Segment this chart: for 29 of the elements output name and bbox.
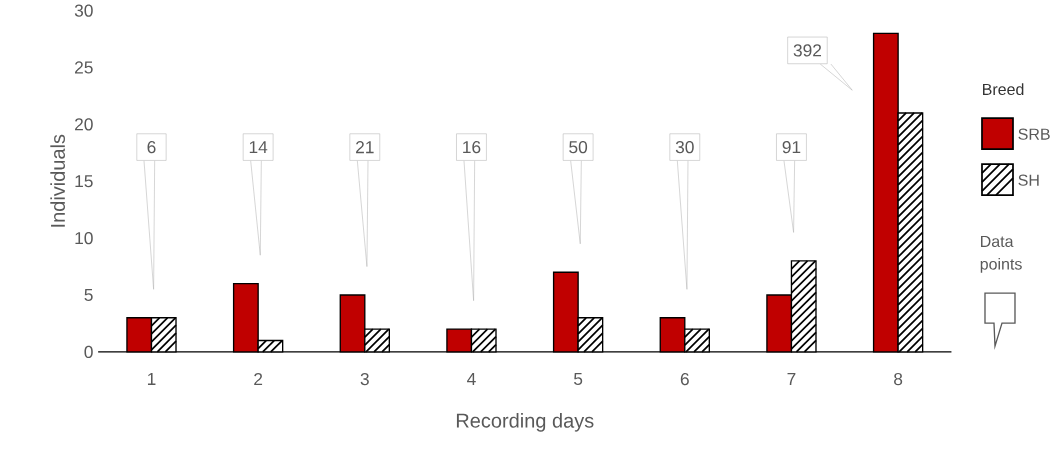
annotation: 30 (675, 140, 694, 154)
x-axis-title: Recording days (456, 412, 594, 432)
x-tick-label: 4 (467, 372, 476, 385)
x-tick-label: 5 (574, 372, 583, 385)
annotation: 16 (463, 140, 481, 154)
y-tick-label: 5 (84, 288, 93, 301)
x-tick-label: 6 (680, 372, 689, 386)
y-axis-title: Individuals (50, 134, 65, 227)
x-tick-label: 2 (254, 372, 263, 385)
x-tick-label: 8 (894, 372, 903, 386)
legend-label: SH (1018, 174, 1039, 186)
x-tick-label: 7 (787, 372, 796, 385)
x-tick-label: 3 (360, 372, 369, 386)
y-tick-label: 0 (84, 345, 93, 358)
annotation: 14 (249, 141, 268, 153)
y-tick-label: 25 (75, 61, 93, 74)
y-tick-label: 20 (75, 118, 93, 131)
annotation: 50 (569, 140, 588, 154)
legend-label: SRB (1018, 128, 1050, 140)
annotation: 21 (356, 140, 374, 154)
y-tick-label: 15 (75, 175, 93, 188)
annotation: 392 (793, 44, 822, 57)
annotation: 6 (147, 140, 156, 154)
text: Data points (980, 235, 1022, 273)
y-tick-label: 30 (74, 4, 93, 17)
x-tick-label: 1 (147, 372, 156, 385)
y-tick-label: 10 (75, 231, 93, 245)
annotation: 91 (782, 140, 801, 154)
legend-title: Breed (983, 83, 1024, 95)
